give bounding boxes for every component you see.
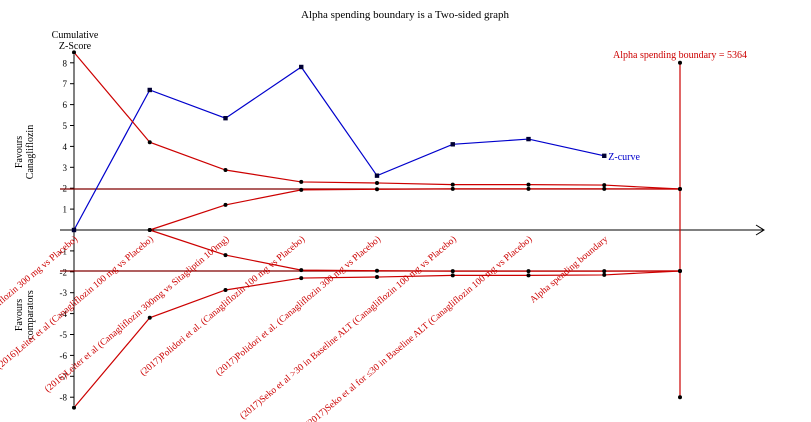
y-tick-label: 4	[63, 142, 68, 152]
y-tick-label: -5	[60, 330, 68, 340]
z-curve-point	[71, 227, 77, 233]
boundary-point	[72, 50, 76, 55]
boundary-point	[602, 186, 607, 191]
x-category-label: (2017)Polidori et al. (Canagliflozin 100…	[138, 234, 307, 378]
x-category-label: (2017)Polidori et al. (Canagliflozin 300…	[214, 234, 383, 378]
z-curve-point	[526, 136, 531, 142]
boundary-point	[223, 168, 228, 173]
y-tick-label: 8	[63, 58, 68, 68]
y-tick-label: -2	[60, 267, 68, 277]
y-tick-label: 1	[63, 205, 68, 215]
boundary-point	[147, 315, 152, 320]
boundary-point	[450, 182, 455, 187]
boundary-point	[375, 187, 379, 192]
z-curve-point	[299, 64, 304, 70]
chart-title: Alpha spending boundary is a Two-sided g…	[301, 9, 509, 21]
y-tick-label: -7	[60, 372, 68, 382]
boundary-curve-line	[149, 229, 681, 272]
boundary-point	[602, 272, 607, 277]
z-curve-point	[374, 173, 380, 178]
y-tick-label: -3	[60, 288, 68, 298]
lower-region-label: Favours comparators	[14, 290, 36, 340]
x-tick-labels: (2016)Leiter et al. (Canagliflozin 300 m…	[0, 234, 610, 422]
y-tick-label: -4	[60, 309, 68, 319]
boundary-point	[602, 183, 607, 188]
boundary-point	[450, 186, 455, 191]
boundary-point	[602, 269, 607, 274]
boundary-point	[526, 269, 531, 274]
z-curve-line	[73, 66, 605, 231]
boundary-point	[375, 268, 379, 273]
boundary-point	[375, 275, 379, 280]
z-curve-legend-label: Z-curve	[608, 152, 640, 163]
y-tick-label: -1	[60, 246, 68, 256]
boundary-curve-line	[149, 188, 681, 231]
y-tick-label: 5	[63, 121, 68, 131]
boundary-point	[299, 179, 304, 184]
z-curve-point	[602, 153, 607, 159]
boundary-point	[526, 273, 531, 278]
alpha-boundary-top-point	[678, 60, 682, 65]
boundary-point	[526, 186, 531, 191]
boundary-point	[375, 180, 379, 185]
boundary-curve-line	[73, 51, 681, 190]
alpha-spending-label: Alpha spending boundary = 5364	[613, 50, 747, 61]
lower-region-label-line: Favours	[14, 299, 25, 331]
x-category-label: Alpha spending boundary	[529, 234, 611, 305]
boundary-point	[72, 405, 76, 410]
x-axis-arrow	[755, 224, 765, 236]
z-curve-point	[450, 142, 455, 147]
boundary-point	[678, 268, 682, 273]
lower-region-label-line: comparators	[25, 290, 36, 340]
boundary-point	[223, 253, 228, 258]
y-ticks: -8-7-6-5-4-3-2-112345678	[60, 58, 74, 403]
y-tick-label: 7	[63, 79, 68, 89]
y-tick-label: 3	[63, 163, 68, 173]
upper-region-label: Favours Canagliflozin	[14, 125, 36, 179]
boundary-point	[223, 202, 228, 207]
boundary-point	[299, 276, 304, 281]
boundary-point	[526, 182, 531, 187]
alpha-boundary-bottom-point	[678, 395, 682, 400]
boundary-point	[147, 228, 152, 232]
boundary-point	[678, 187, 682, 192]
upper-region-label-line: Favours	[14, 136, 25, 168]
boundary-point	[299, 187, 304, 192]
y-tick-label: 6	[63, 100, 68, 110]
boundary-point	[450, 269, 455, 274]
y-axis-label-line: Z-Score	[59, 41, 92, 52]
z-curve-point	[147, 87, 152, 93]
y-tick-label: -8	[60, 393, 68, 403]
boundary-point	[450, 273, 455, 278]
boundary-point	[299, 268, 304, 273]
y-tick-label: -6	[60, 351, 68, 361]
boundary-point	[223, 287, 228, 292]
series-points	[71, 50, 682, 410]
boundary-point	[147, 140, 152, 145]
y-axis-label-line: Cumulative	[52, 30, 99, 41]
z-curve-point	[223, 115, 228, 121]
upper-region-label-line: Canagliflozin	[25, 125, 36, 179]
x-category-label: (2016)Leiter et al (Canagliflozin 300mg …	[43, 234, 232, 395]
